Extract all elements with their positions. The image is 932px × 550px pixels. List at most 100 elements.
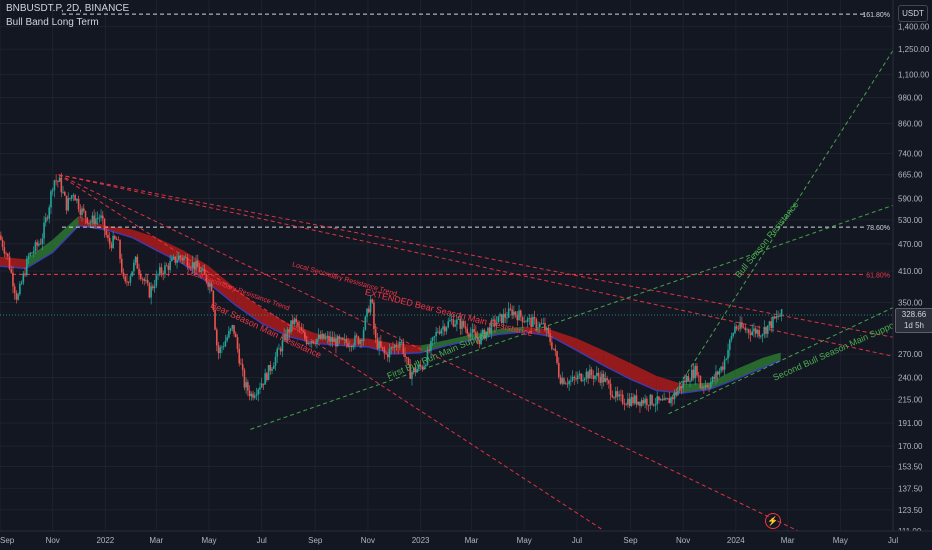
candle-body-69 [119,240,121,259]
trendline-2[interactable] [58,174,799,532]
lightning-icon[interactable]: ⚡ [765,513,781,529]
candle-body-434 [749,332,752,335]
price-axis[interactable]: 1,400.00 1,250.00 1,100.00 980.00 860.00 740.… [892,0,932,550]
candle-body-113 [195,260,197,270]
candle-body-57 [98,217,101,219]
candle-body-360 [621,394,624,404]
candle-body-319 [551,342,553,349]
candle-body-226 [390,347,393,349]
candle-body-158 [272,365,275,369]
candle-body-221 [381,346,384,349]
candle-body-377 [651,394,653,405]
candle-body-353 [609,383,612,395]
candle-body-1 [1,239,4,248]
candle-body-338 [583,378,586,381]
candle-body-62 [107,234,109,239]
candle-body-65 [112,235,114,248]
candle-body-326 [563,378,565,384]
candle-body-272 [469,332,472,337]
candle-body-438 [756,330,759,334]
candle-body-328 [566,383,569,385]
candle-body-35 [60,177,63,193]
candle-body-20 [34,242,37,252]
candle-body-381 [658,396,660,401]
y-tick-4: 860.00 [898,120,923,129]
candle-body-148 [255,394,258,396]
band-segment-17 [447,334,472,346]
candle-body-439 [758,330,760,337]
candle-body-345 [595,372,598,376]
candle-body-306 [528,317,531,319]
x-tick-6: Sep [308,536,323,545]
trendlines[interactable] [58,50,894,532]
candle-body-315 [544,323,546,330]
candle-body-188 [324,337,327,339]
candles [0,172,783,413]
candle-body-279 [481,329,484,334]
candle-body-257 [443,326,446,332]
candle-body-211 [364,316,367,330]
candle-body-239 [412,367,415,373]
candle-body-115 [198,267,201,273]
x-tick-16: May [833,536,848,545]
candle-body-103 [177,255,180,261]
candle-body-247 [426,349,429,365]
candle-body-43 [74,195,76,201]
candle-body-3 [5,253,7,255]
candle-body-164 [283,334,285,341]
indicator-title[interactable]: Bull Band Long Term [6,17,99,28]
candle-body-384 [663,398,665,401]
candle-body-303 [523,321,526,323]
candle-body-310 [535,319,538,329]
band-lower-line [0,224,782,394]
candle-body-333 [575,377,577,380]
candle-body-63 [108,238,111,245]
candle-body-50 [86,217,89,224]
trendline-3[interactable] [58,174,605,532]
annotation-5: Bull Season Resistance [733,199,801,279]
candle-body-449 [775,316,778,319]
candle-body-402 [694,365,697,379]
candle-body-284 [490,320,493,334]
candle-body-86 [148,283,151,298]
candle-body-179 [309,342,311,344]
trendline-0[interactable] [58,174,894,338]
candle-body-120 [207,282,209,287]
candle-body-169 [291,320,294,325]
candle-body-311 [537,327,539,329]
time-axis[interactable]: Sep Nov 2022 Mar May Jul Sep Nov 2023 Mar May Jul Se… [0,530,932,550]
candle-body-141 [243,369,246,388]
candle-body-199 [343,339,346,340]
candle-body-49 [84,211,87,218]
candle-body-417 [720,366,722,371]
band-segment-6 [156,237,184,264]
candle-body-154 [266,373,268,381]
candle-body-452 [780,309,783,316]
candle-body-286 [494,319,496,326]
trendline-4[interactable] [250,204,894,430]
candle-body-93 [160,267,163,274]
candle-body-194 [335,338,337,347]
time-axis-bg [0,531,932,550]
symbol-title[interactable]: BNBUSDT.P, 2D, BINANCE [6,3,130,14]
candle-body-413 [713,376,716,379]
candle-body-140 [241,364,244,370]
candle-body-56 [96,218,99,219]
candle-body-445 [768,321,771,326]
candle-body-28 [48,207,51,219]
candle-body-443 [765,327,767,334]
candle-body-118 [203,269,206,275]
candle-body-266 [459,318,462,329]
trendline-6[interactable] [668,307,894,415]
candle-body-340 [587,371,589,379]
currency-button[interactable]: USDT [898,5,928,22]
x-tick-2: 2022 [96,536,114,545]
candle-body-82 [141,278,144,280]
trendline-1[interactable] [58,174,894,357]
candle-body-405 [699,375,702,389]
candle-body-251 [433,336,436,338]
candle-body-171 [295,318,298,323]
y-tick-11: 350.00 [898,298,923,307]
candle-body-44 [76,198,78,201]
